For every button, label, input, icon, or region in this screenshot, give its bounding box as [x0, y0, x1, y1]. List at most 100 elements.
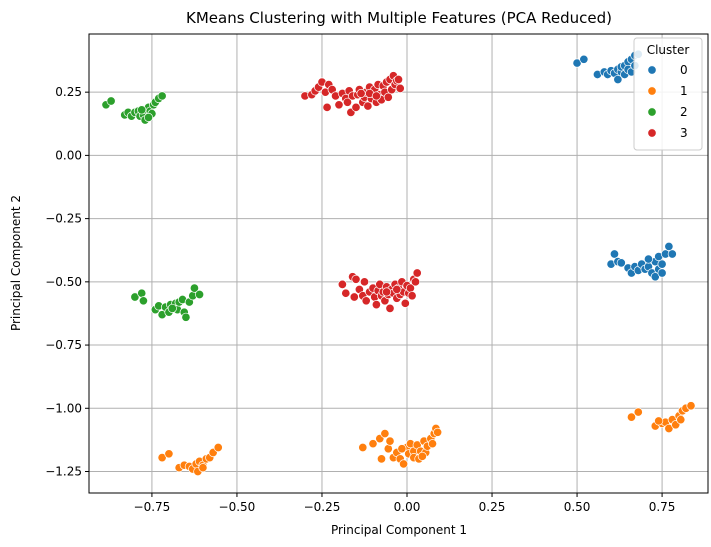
data-point: [392, 284, 402, 294]
x-tick-label: 0.00: [394, 500, 421, 514]
data-point: [349, 292, 359, 302]
data-point: [397, 444, 407, 454]
data-point: [657, 268, 667, 278]
data-point: [572, 58, 582, 68]
data-point: [664, 423, 674, 434]
chart-title: KMeans Clustering with Multiple Features…: [186, 9, 612, 27]
data-point: [213, 442, 223, 453]
data-point: [382, 287, 392, 297]
x-tick-label: −0.25: [304, 500, 341, 514]
y-tick-label: −1.00: [45, 401, 82, 415]
y-tick-label: −0.75: [45, 338, 82, 352]
series-2: [101, 91, 205, 322]
data-point: [356, 88, 366, 98]
data-point: [395, 83, 405, 93]
data-points: [101, 49, 696, 477]
legend-label: 1: [680, 84, 688, 98]
data-point: [385, 303, 395, 313]
plot-frame: [88, 33, 709, 494]
data-point: [410, 277, 421, 287]
data-point: [383, 444, 393, 454]
y-tick-label: −0.50: [45, 275, 82, 289]
series-3: [300, 71, 422, 313]
data-point: [427, 439, 438, 449]
data-point: [334, 100, 344, 110]
data-point: [383, 92, 393, 102]
data-point: [433, 427, 443, 437]
data-point: [361, 296, 371, 306]
data-point: [359, 277, 370, 287]
series-0: [572, 49, 677, 282]
data-point: [654, 416, 664, 426]
data-point: [358, 442, 368, 453]
data-point: [417, 451, 427, 461]
legend-label: 3: [680, 126, 688, 140]
data-point: [363, 101, 373, 111]
data-point: [385, 436, 395, 446]
x-tick-label: 0.25: [479, 500, 506, 514]
series-1: [157, 401, 696, 477]
legend-marker: [647, 107, 657, 117]
data-point: [412, 268, 422, 278]
data-point: [351, 102, 361, 112]
data-point: [143, 112, 154, 123]
data-point: [322, 102, 332, 112]
data-point: [157, 91, 167, 101]
data-point: [686, 401, 696, 411]
data-point: [138, 296, 148, 306]
data-point: [164, 449, 174, 459]
data-point: [189, 283, 199, 293]
data-point: [676, 415, 686, 425]
x-tick-label: 0.50: [564, 500, 591, 514]
data-point: [337, 279, 347, 289]
x-tick-label: −0.50: [219, 500, 256, 514]
data-point: [371, 300, 381, 310]
x-axis-label: Principal Component 1: [331, 523, 467, 537]
data-point: [633, 407, 643, 417]
legend-marker: [647, 86, 657, 96]
data-point: [376, 454, 387, 464]
x-tick-label: −0.75: [134, 500, 171, 514]
data-point: [371, 91, 381, 101]
y-tick-label: −1.25: [45, 465, 82, 479]
data-point: [650, 272, 660, 282]
data-point: [341, 288, 351, 298]
legend-marker: [647, 128, 657, 138]
legend-title: Cluster: [647, 43, 690, 57]
legend: Cluster 0 1 2 3: [633, 37, 703, 151]
data-point: [157, 453, 167, 463]
x-tick-label: 0.75: [649, 500, 676, 514]
data-point: [667, 249, 677, 259]
data-point: [167, 303, 177, 313]
y-axis-ticks: 0.25 0.00 −0.25 −0.50 −0.75 −1.00 −1.25: [45, 85, 89, 479]
data-point: [351, 274, 361, 284]
data-point: [106, 96, 116, 106]
y-tick-label: −0.25: [45, 212, 82, 226]
data-point: [137, 288, 147, 298]
data-point: [657, 259, 667, 269]
data-point: [400, 298, 410, 308]
data-point: [626, 412, 637, 422]
y-tick-label: 0.25: [55, 85, 82, 99]
data-point: [380, 429, 390, 439]
data-point: [342, 97, 353, 107]
data-point: [137, 105, 147, 115]
y-axis-label: Principal Component 2: [9, 195, 23, 331]
data-point: [579, 54, 589, 64]
data-point: [393, 74, 404, 85]
data-point: [609, 249, 620, 259]
legend-label: 0: [680, 63, 688, 77]
legend-label: 2: [680, 105, 688, 119]
data-point: [130, 292, 140, 302]
data-point: [664, 241, 674, 251]
data-point: [368, 439, 378, 449]
data-point: [181, 312, 191, 322]
legend-marker: [647, 65, 657, 75]
data-point: [407, 291, 417, 301]
data-point: [616, 258, 626, 268]
data-point: [194, 289, 205, 300]
data-point: [399, 459, 409, 469]
data-point: [198, 463, 208, 473]
y-tick-label: 0.00: [55, 148, 82, 162]
